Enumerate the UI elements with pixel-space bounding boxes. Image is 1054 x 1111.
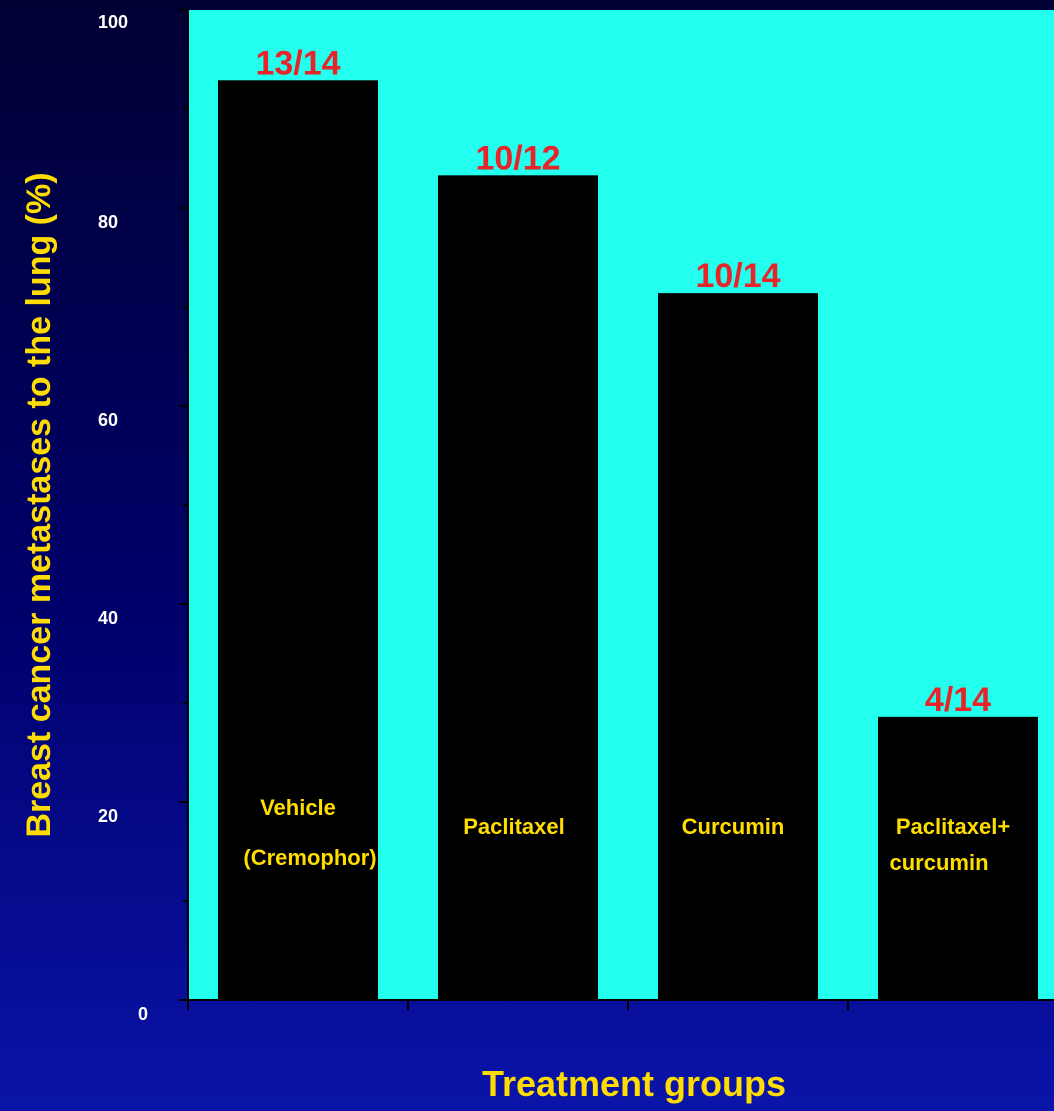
data-label-1: 13/14 (255, 44, 340, 82)
category-label-1-line-2: (Cremophor) (243, 845, 376, 870)
category-label-4-line-1: Paclitaxel+ (896, 814, 1010, 839)
y-tick-label: 80 (98, 212, 118, 232)
data-label-3: 10/14 (695, 257, 780, 295)
y-tick-label: 60 (98, 410, 118, 430)
category-label-3-line-1: Curcumin (682, 814, 785, 839)
bar-2 (438, 175, 598, 1000)
data-label-4: 4/14 (925, 681, 991, 719)
bar-1 (218, 80, 378, 1001)
y-tick-label: 40 (98, 608, 118, 628)
bar-3 (658, 293, 818, 1000)
y-tick-label: 0 (138, 1004, 148, 1024)
category-label-1-line-1: Vehicle (260, 795, 336, 820)
category-label-4-line-2: curcumin (889, 850, 988, 875)
category-label-2-line-1: Paclitaxel (463, 814, 565, 839)
y-axis-title: Breast cancer metastases to the lung (%) (20, 172, 58, 837)
data-label-2: 10/12 (475, 139, 560, 177)
y-tick-label: 20 (98, 806, 118, 826)
x-axis-title: Treatment groups (482, 1063, 786, 1104)
y-tick-label: 100 (98, 12, 128, 32)
bar-4 (878, 716, 1038, 1000)
